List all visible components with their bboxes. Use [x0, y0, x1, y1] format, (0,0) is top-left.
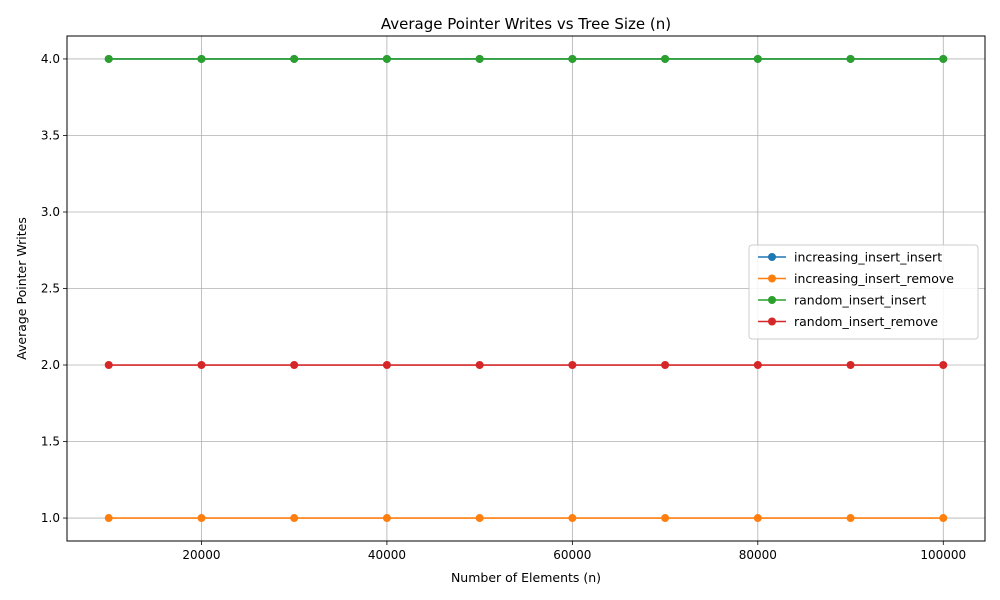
- data-point: [661, 54, 670, 63]
- x-tick-label: 80000: [739, 548, 777, 562]
- legend-item: random_insert_remove: [758, 314, 938, 329]
- series-increasing_insert_remove: [104, 514, 948, 523]
- data-point: [197, 514, 206, 523]
- x-tick-label: 20000: [182, 548, 220, 562]
- legend-marker: [768, 317, 776, 326]
- data-point: [753, 361, 762, 370]
- legend-label: increasing_insert_insert: [794, 250, 942, 265]
- legend-item: increasing_insert_insert: [758, 250, 942, 265]
- series-random_insert_insert: [104, 54, 948, 63]
- data-point: [475, 514, 484, 523]
- data-point: [661, 361, 670, 370]
- y-tick-label: 1.0: [41, 511, 60, 525]
- legend-item: increasing_insert_remove: [758, 271, 954, 286]
- data-point: [846, 514, 855, 523]
- series-random_insert_remove: [104, 361, 948, 370]
- legend-marker: [768, 296, 776, 304]
- data-point: [939, 361, 948, 370]
- data-point: [568, 361, 577, 370]
- legend-box: [748, 244, 979, 340]
- legend-marker: [768, 274, 776, 283]
- legend-label: increasing_insert_remove: [794, 271, 954, 286]
- legend-label: random_insert_remove: [794, 314, 938, 329]
- x-tick-label: 100000: [920, 548, 966, 562]
- data-point: [753, 54, 762, 63]
- x-axis-label: Number of Elements (n): [451, 570, 601, 585]
- data-point: [197, 361, 206, 370]
- legend: increasing_insert_insert increasing_inser…: [748, 244, 979, 340]
- data-point: [475, 54, 484, 63]
- data-point: [846, 54, 855, 63]
- data-point: [382, 514, 391, 523]
- data-point: [568, 54, 577, 63]
- data-point: [290, 361, 299, 370]
- legend-marker: [768, 253, 776, 261]
- y-tick-label: 3.5: [41, 128, 60, 142]
- data-point: [382, 361, 391, 370]
- y-tick-label: 3.0: [41, 205, 60, 219]
- data-point: [846, 361, 855, 370]
- data-point: [290, 54, 299, 63]
- data-point: [661, 514, 670, 523]
- x-tick-label: 40000: [368, 548, 406, 562]
- ticks: 20000 40000 60000 80000 100000 1.0 1.5 2.0 2.5 3.…: [41, 52, 966, 562]
- y-tick-label: 1.5: [41, 435, 60, 449]
- data-point: [290, 514, 299, 523]
- data-point: [568, 514, 577, 523]
- data-point: [104, 361, 113, 370]
- series-layer: [104, 54, 948, 523]
- data-point: [939, 514, 948, 523]
- data-point: [753, 514, 762, 523]
- data-point: [475, 361, 484, 370]
- y-tick-label: 2.5: [41, 282, 60, 296]
- data-point: [104, 54, 113, 63]
- data-point: [382, 54, 391, 63]
- y-tick-label: 4.0: [41, 52, 60, 66]
- legend-label: random_insert_insert: [794, 293, 926, 308]
- data-point: [939, 54, 948, 63]
- x-tick-label: 60000: [553, 548, 591, 562]
- data-point: [197, 54, 206, 63]
- chart-title: Average Pointer Writes vs Tree Size (n): [381, 15, 671, 33]
- y-axis-label: Average Pointer Writes: [14, 217, 29, 360]
- legend-item: random_insert_insert: [758, 293, 926, 308]
- data-point: [104, 514, 113, 523]
- y-tick-label: 2.0: [41, 358, 60, 372]
